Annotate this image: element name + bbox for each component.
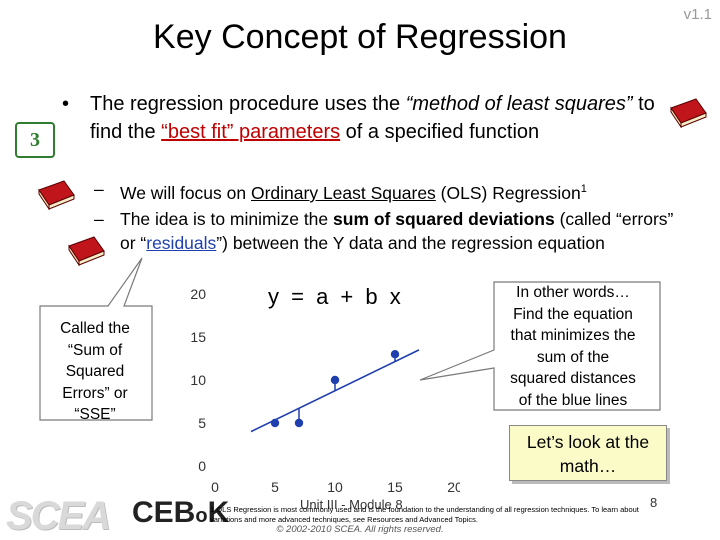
callout-line: Find the equation: [513, 305, 633, 323]
slide-title: Key Concept of Regression: [153, 18, 567, 56]
y-tick-label: 5: [198, 415, 206, 431]
y-tick-label: 20: [190, 286, 206, 302]
residuals-link[interactable]: residuals: [146, 233, 217, 253]
data-points: [270, 350, 400, 428]
x-axis-ticks: 0 5 10 15 20: [211, 479, 460, 495]
callout-line: “Sum of: [67, 341, 123, 359]
version-label: v1.1: [683, 6, 712, 23]
page-number: 8: [650, 495, 658, 510]
yellow-box-line: Let’s look at the: [526, 432, 650, 452]
lets-look-at-math-button[interactable]: Let’s look at the math…: [509, 425, 667, 481]
data-point: [390, 350, 400, 359]
x-tick-label: 20: [447, 479, 460, 495]
callout-line: sum of the: [536, 348, 610, 366]
y-tick-label: 10: [190, 372, 206, 388]
sub-bullet-text: The idea is to minimize the: [120, 209, 334, 229]
sub-bullet-dash: –: [94, 209, 104, 229]
x-tick-label: 15: [387, 479, 403, 495]
book-icon: [670, 98, 707, 128]
callout-sse: Called the “Sum of Squared Errors” or “S…: [40, 318, 150, 426]
bullet-dot: •: [62, 93, 70, 115]
sub-bullet-text: ”) between the Y data and the regression…: [216, 233, 605, 253]
bullet-regression-procedure: • The regression procedure uses the “met…: [62, 90, 672, 146]
callout-line: In other words…: [516, 284, 630, 301]
callout-in-other-words: In other words… Find the equation that m…: [494, 282, 652, 411]
bullet-text: of a specified function: [340, 121, 540, 143]
footnote-marker: 1: [580, 183, 587, 195]
bullet-text: to find the: [90, 93, 655, 143]
x-tick-label: 0: [211, 479, 219, 495]
cebok-logo-text: K: [207, 496, 230, 529]
sub-bullet-text: (called “errors” or “: [120, 209, 674, 253]
sum-squared-deviations-text: sum of squared deviations: [333, 209, 555, 229]
sub-bullet-ols: – We will focus on Ordinary Least Square…: [94, 177, 674, 205]
x-tick-label: 5: [271, 479, 279, 495]
slide-badge: 3: [15, 122, 55, 158]
callout-line: squared distances: [510, 370, 636, 387]
data-point: [270, 418, 280, 428]
cebok-logo: CEBoK: [132, 496, 229, 530]
book-icon: [38, 180, 75, 210]
y-tick-label: 15: [190, 329, 206, 345]
data-point: [330, 375, 340, 385]
cebok-logo-text: o: [195, 505, 208, 527]
y-tick-label: 0: [198, 458, 206, 474]
callout-line: Squared: [65, 363, 125, 380]
footer-module: Unit III - Module 8: [300, 497, 403, 512]
best-fit-parameters-text: “best fit” parameters: [161, 121, 341, 143]
callout-line: Called the: [60, 320, 130, 337]
x-tick-label: 10: [327, 479, 343, 495]
regression-scatter-chart: 0 5 10 15 20 0 5 10 15 20: [190, 286, 460, 495]
bullet-text: The regression procedure uses the: [90, 93, 406, 115]
regression-equation: y = a + b x: [268, 284, 404, 309]
data-point: [294, 418, 304, 428]
ols-text: Ordinary Least Squares: [250, 182, 436, 203]
copyright: © 2002-2010 SCEA. All rights reserved.: [276, 524, 444, 535]
fit-line: [250, 349, 420, 433]
cebok-logo-text: CEB: [132, 496, 196, 529]
callout-line: that minimizes the: [510, 327, 636, 344]
sub-bullet-text: (OLS) Regression: [435, 182, 581, 203]
y-axis-ticks: 0 5 10 15 20: [190, 286, 206, 474]
yellow-box-line: math…: [559, 456, 617, 476]
footnote: 1 OLS Regression is most commonly used a…: [210, 505, 639, 524]
callout-line: of the blue lines: [518, 391, 628, 409]
fit-line-group: [250, 349, 420, 433]
sub-bullet-dash: –: [94, 179, 104, 199]
scea-logo: SCEA: [6, 494, 111, 538]
sub-bullet-text: We will focus on: [120, 182, 251, 203]
residual-lines: [274, 354, 396, 423]
callout-line: “SSE”: [74, 406, 116, 423]
callout-line: Errors” or: [62, 384, 128, 402]
method-least-squares-text: “method of least squares”: [405, 93, 633, 115]
sub-bullet-minimize: – The idea is to minimize the sum of squ…: [94, 207, 674, 255]
